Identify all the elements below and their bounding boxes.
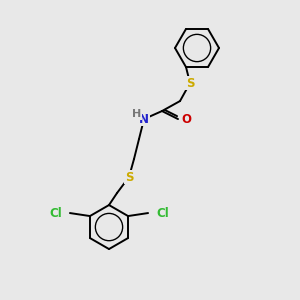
Text: Cl: Cl (49, 207, 62, 220)
Text: S: S (125, 171, 133, 184)
Text: Cl: Cl (156, 207, 169, 220)
Text: H: H (132, 109, 142, 119)
Text: S: S (186, 76, 194, 90)
Text: O: O (181, 112, 191, 126)
Text: N: N (139, 112, 149, 126)
